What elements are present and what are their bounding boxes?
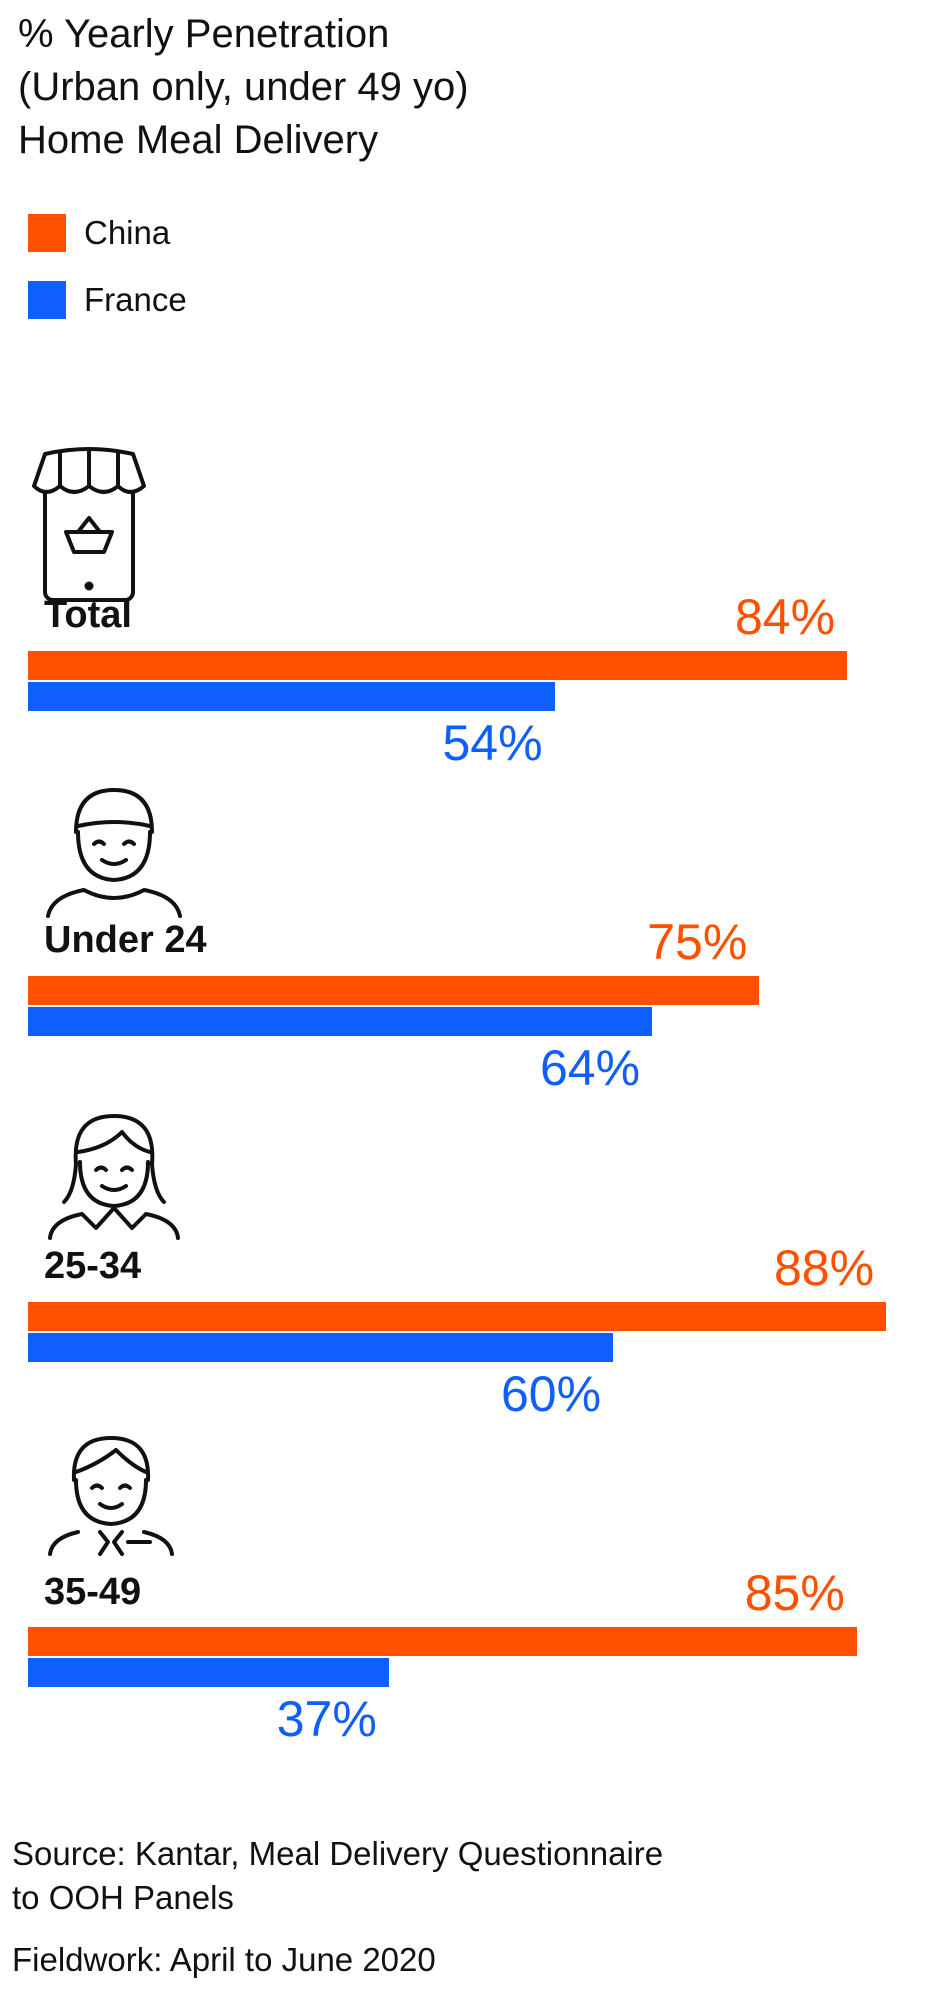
legend-label-france: France	[84, 281, 187, 318]
category-label-total: Total	[44, 594, 132, 636]
value-label-china-total: 84%	[735, 589, 836, 645]
value-label-china-35-49: 85%	[744, 1565, 845, 1621]
bar-france-35-49	[28, 1658, 389, 1687]
fieldwork-note: Fieldwork: April to June 2020	[12, 1941, 436, 1978]
bar-china-25-34	[28, 1302, 886, 1331]
value-label-france-under-24: 64%	[540, 1040, 641, 1096]
category-label-under-24: Under 24	[44, 919, 207, 961]
young-person-icon	[44, 780, 184, 920]
value-label-france-35-49: 37%	[276, 1691, 377, 1747]
value-label-china-under-24: 75%	[647, 914, 748, 970]
value-label-france-total: 54%	[442, 715, 543, 771]
legend-swatch-france	[28, 281, 66, 319]
source-line-2: to OOH Panels	[12, 1879, 234, 1916]
man-with-tie-icon	[46, 1430, 176, 1560]
bar-china-total	[28, 651, 847, 680]
chart-title: % Yearly Penetration (Urban only, under …	[18, 8, 469, 167]
title-line-1: % Yearly Penetration	[18, 12, 390, 56]
woman-icon	[46, 1108, 182, 1242]
title-line-3: Home Meal Delivery	[18, 118, 379, 162]
legend-label-china: China	[84, 214, 171, 251]
source-note: Source: Kantar, Meal Delivery Questionna…	[12, 1832, 663, 1920]
value-label-france-25-34: 60%	[501, 1366, 602, 1422]
bar-france-total	[28, 682, 555, 711]
mobile-shop-icon	[30, 440, 148, 604]
legend-item-france: France	[28, 281, 187, 319]
legend-swatch-china	[28, 214, 66, 252]
legend-item-china: China	[28, 214, 170, 252]
bar-china-under-24	[28, 976, 760, 1005]
bar-china-35-49	[28, 1627, 857, 1656]
source-line-1: Source: Kantar, Meal Delivery Questionna…	[12, 1835, 664, 1872]
value-label-china-25-34: 88%	[774, 1240, 875, 1296]
bar-france-25-34	[28, 1333, 613, 1362]
bar-france-under-24	[28, 1007, 652, 1036]
category-label-25-34: 25-34	[44, 1245, 142, 1287]
category-label-35-49: 35-49	[44, 1571, 142, 1613]
title-line-2: (Urban only, under 49 yo)	[18, 65, 469, 109]
